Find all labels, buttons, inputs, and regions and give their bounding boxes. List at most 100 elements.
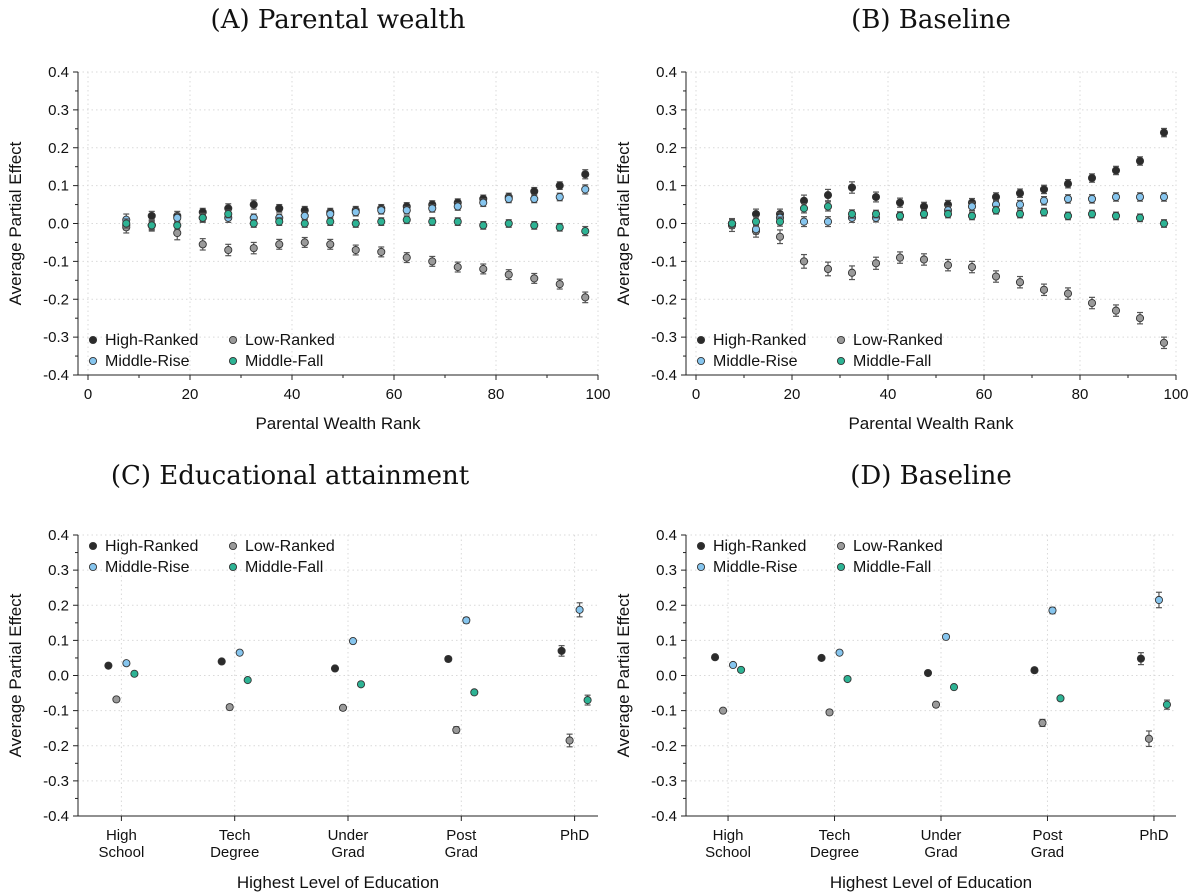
y-tick-label: 0.1 — [656, 632, 677, 649]
series-low-ranked — [112, 695, 574, 748]
panel-d: (D) Baseline -0.4 -0.3 -0.2 -0.1 0.0 0.1 0.2 0.3… — [614, 461, 1176, 892]
x-tick-label: 40 — [880, 386, 897, 403]
data-point — [1135, 156, 1145, 166]
legend-marker — [696, 335, 706, 345]
data-point — [122, 219, 131, 228]
data-point — [923, 668, 933, 678]
data-point — [1144, 734, 1153, 743]
data-point — [1136, 654, 1145, 663]
legend-marker — [696, 356, 706, 366]
data-point — [557, 646, 566, 655]
data-point — [402, 215, 411, 224]
y-tick-label: -0.2 — [651, 738, 677, 755]
data-point — [943, 261, 953, 270]
y-tick-label: -0.2 — [43, 738, 69, 755]
y-tick-label: 0.2 — [656, 140, 677, 157]
data-point — [530, 274, 539, 283]
data-point — [583, 696, 592, 705]
x-tick-label: School — [705, 844, 751, 861]
data-point — [1039, 285, 1049, 294]
data-point — [243, 676, 252, 685]
x-tick-label: Under — [328, 827, 369, 844]
data-point — [847, 183, 857, 192]
data-point — [275, 204, 284, 213]
series-low-ranked — [727, 218, 1169, 350]
data-point — [479, 221, 488, 230]
series-low-ranked — [122, 219, 590, 304]
y-tick-label: -0.4 — [43, 367, 69, 384]
data-point — [479, 264, 488, 274]
data-point — [224, 209, 233, 219]
data-point — [581, 293, 590, 302]
x-tick-label: High — [713, 827, 744, 844]
panel-b: (B) Baseline -0.4 -0.3 -0.2 -0.1 0.0 0.1 0.2 0.3… — [614, 5, 1189, 433]
data-point — [530, 194, 539, 203]
x-tick-label: Grad — [331, 844, 364, 861]
x-tick-label: Degree — [810, 844, 859, 861]
legend-marker — [836, 541, 846, 551]
legend-label: Middle-Rise — [713, 353, 798, 370]
data-point — [530, 187, 539, 196]
data-point — [847, 209, 857, 219]
data-point — [530, 221, 539, 230]
data-point — [823, 217, 833, 226]
data-point — [147, 211, 156, 220]
data-point — [1159, 192, 1169, 202]
data-point — [1056, 694, 1065, 703]
y-tick-label: -0.4 — [43, 808, 69, 825]
y-tick-label: 0.3 — [656, 102, 677, 119]
data-point — [555, 181, 564, 190]
data-point — [751, 217, 761, 226]
y-tick-label: 0.2 — [48, 140, 69, 157]
y-tick-label: 0.0 — [656, 216, 677, 233]
data-point — [835, 648, 844, 657]
data-point — [300, 219, 309, 228]
data-point — [249, 200, 258, 209]
data-point — [799, 204, 809, 213]
legend-label: Middle-Rise — [105, 559, 190, 576]
data-point — [173, 221, 182, 230]
data-point — [428, 257, 437, 266]
data-point — [823, 191, 833, 200]
data-point — [991, 192, 1001, 202]
data-point — [1038, 718, 1047, 727]
data-point — [825, 708, 834, 717]
legend-label: Middle-Fall — [853, 353, 931, 370]
x-tick-label: High — [106, 827, 137, 844]
panel-title: (B) Baseline — [851, 5, 1011, 35]
data-point — [871, 209, 881, 219]
data-point — [895, 198, 905, 207]
y-tick-label: -0.3 — [651, 773, 677, 790]
legend-label: Middle-Rise — [713, 559, 798, 576]
series-middle-fall — [737, 665, 1171, 710]
data-point — [453, 263, 462, 272]
data-point — [1087, 298, 1097, 308]
data-point — [1087, 173, 1097, 183]
x-tick-label: Grad — [1031, 844, 1064, 861]
data-point — [729, 660, 738, 670]
data-point — [919, 209, 929, 219]
data-point — [737, 665, 746, 674]
data-point — [919, 255, 929, 264]
y-tick-label: -0.3 — [43, 329, 69, 346]
legend-marker — [228, 335, 238, 345]
data-point — [225, 703, 234, 712]
data-point — [1063, 194, 1073, 203]
data-point — [565, 736, 574, 745]
legend-label: Low-Ranked — [853, 538, 943, 555]
data-point — [130, 669, 139, 678]
series-low-ranked — [719, 700, 1153, 748]
data-point — [1063, 211, 1073, 220]
data-point — [1039, 185, 1049, 194]
data-point — [1015, 209, 1025, 219]
data-point — [504, 270, 513, 279]
x-tick-label: Under — [921, 827, 962, 844]
legend-marker — [228, 562, 238, 572]
data-point — [452, 725, 461, 734]
data-point — [326, 217, 335, 226]
legend-marker — [228, 541, 238, 551]
data-point — [402, 253, 411, 262]
x-axis-label: Parental Wealth Rank — [848, 414, 1014, 433]
data-point — [504, 194, 513, 203]
x-axis-label: Parental Wealth Rank — [255, 414, 421, 433]
